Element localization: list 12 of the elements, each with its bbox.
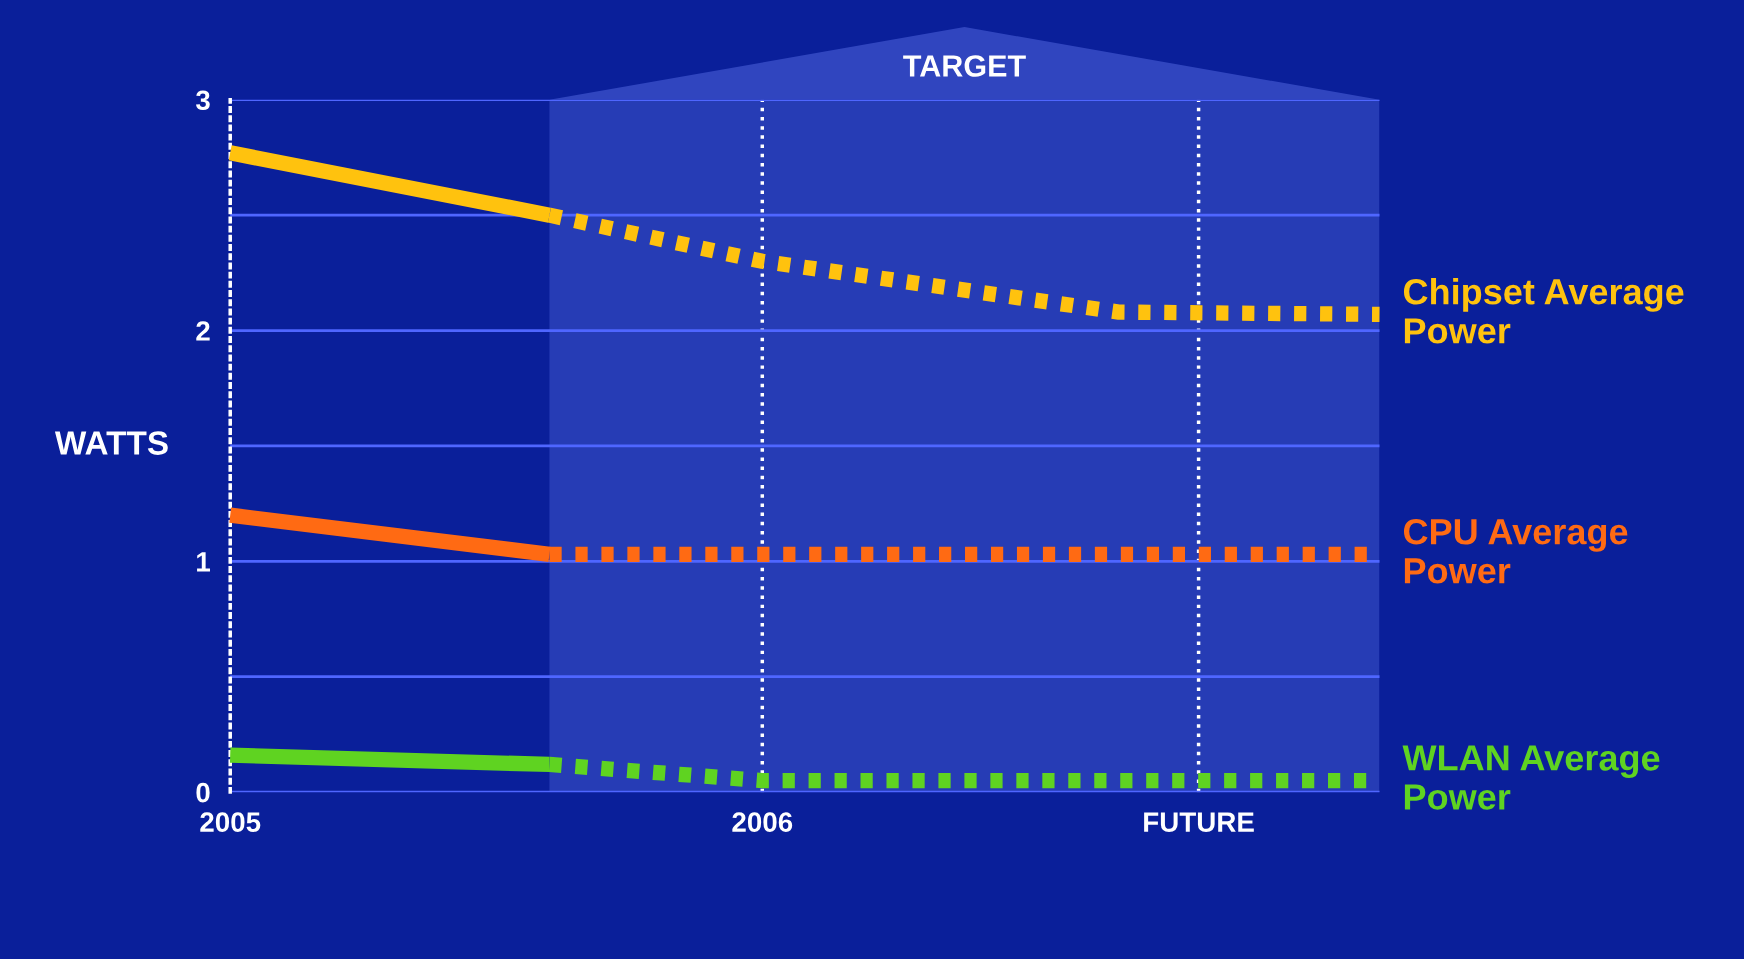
series-label: CPU Average Power <box>1403 518 1628 584</box>
x-tick-label: FUTURE <box>1144 812 1254 832</box>
x-tick-label: 2005 <box>200 812 261 832</box>
band-label: TARGET <box>903 55 1026 77</box>
x-tick-label: 2006 <box>732 812 793 832</box>
y-tick-label: 0 <box>196 782 210 803</box>
y-tick-label: 2 <box>196 321 210 341</box>
y-tick-label: 1 <box>197 552 210 572</box>
y-tick-label: 3 <box>195 90 210 111</box>
series-label: WLAN Average Power <box>1402 745 1660 810</box>
series-label: Chipset Average Power <box>1403 278 1684 344</box>
y-axis-title: WATTS <box>54 431 168 455</box>
